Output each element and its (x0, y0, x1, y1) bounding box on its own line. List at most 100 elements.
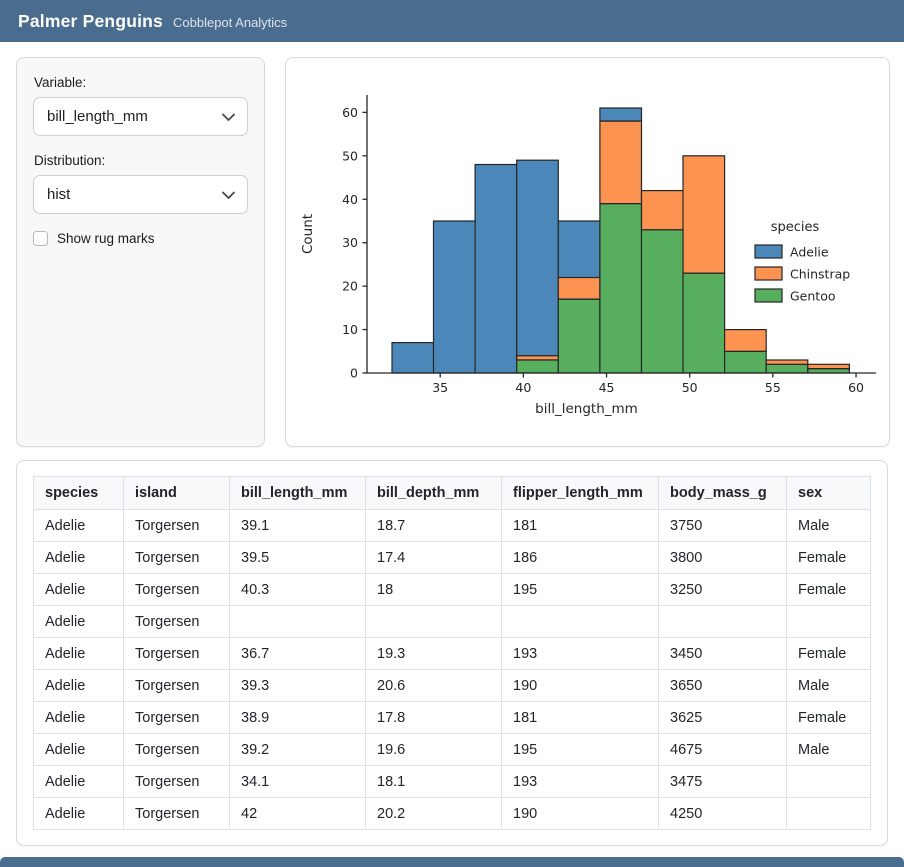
table-cell: 3475 (658, 765, 787, 798)
chevron-down-icon (222, 191, 235, 199)
chart-card: 0 10 20 30 40 50 60 35 40 45 50 55 60 bill_length_mm C… (285, 57, 890, 447)
histogram-bar-adelie (599, 107, 643, 122)
table-cell: 18.1 (365, 765, 502, 798)
table-cell: 20.6 (365, 669, 502, 702)
table-cell: 3625 (658, 701, 787, 734)
table-cell: Torgersen (123, 573, 230, 606)
y-axis-label: Count (300, 214, 316, 254)
histogram-bar-chinstrap (640, 189, 684, 231)
table-row: Adelie Torgersen 40.3 18 195 3250 Female (33, 573, 871, 606)
x-tick-label: 55 (765, 380, 781, 395)
column-header: flipper_length_mm (501, 476, 659, 510)
table-cell: Torgersen (123, 701, 230, 734)
table-cell: Adelie (33, 605, 124, 638)
variable-select[interactable]: bill_length_mm (33, 97, 248, 136)
histogram-bar-adelie (557, 220, 601, 279)
table-cell: Adelie (33, 669, 124, 702)
distribution-select[interactable]: hist (33, 175, 248, 214)
column-header: sex (786, 476, 871, 510)
table-cell: 38.9 (229, 701, 366, 734)
x-tick-label: 60 (848, 380, 864, 395)
table-cell: 18.7 (365, 509, 502, 542)
chevron-down-icon (222, 113, 235, 121)
table-cell: Female (786, 573, 871, 606)
table-cell: 18 (365, 573, 502, 606)
app-subtitle: Cobblepot Analytics (173, 14, 288, 30)
legend-label: Gentoo (790, 289, 836, 304)
rug-checkbox[interactable] (33, 231, 48, 246)
x-tick-label: 50 (682, 380, 698, 395)
table-header-row: species island bill_length_mm bill_depth_mm… (33, 476, 871, 510)
histogram-bar-gentoo (724, 350, 767, 374)
table-cell (786, 797, 871, 830)
histogram-bar-gentoo (640, 229, 684, 374)
histogram-bar-adelie (391, 342, 435, 374)
histogram-bar-adelie (516, 159, 559, 357)
table-cell: Female (786, 637, 871, 670)
histogram-bar-chinstrap (724, 329, 767, 352)
table-row: Adelie Torgersen 36.7 19.3 193 3450 Female (33, 637, 871, 670)
legend-swatch-gentoo (754, 288, 783, 303)
table-cell (658, 605, 787, 638)
column-header: species (33, 476, 124, 510)
histogram-chart: 0 10 20 30 40 50 60 35 40 45 50 55 60 bill_length_mm C… (300, 95, 876, 417)
histogram-bar-chinstrap (807, 363, 850, 370)
legend-swatch-adelie (754, 244, 783, 259)
variable-label: Variable: (34, 75, 87, 90)
table-card: species island bill_length_mm bill_depth_mm… (16, 460, 888, 846)
histogram-bar-gentoo (765, 363, 809, 374)
y-tick-label: 10 (342, 322, 358, 337)
column-header: body_mass_g (658, 476, 787, 510)
table-cell: Adelie (33, 797, 124, 830)
legend-label: Adelie (790, 245, 829, 260)
table-cell: Torgersen (123, 637, 230, 670)
table-cell: 36.7 (229, 637, 366, 670)
table-cell: 181 (501, 701, 659, 734)
x-tick-label: 35 (432, 380, 448, 395)
table-cell: Male (786, 733, 871, 766)
distribution-select-value: hist (47, 186, 71, 203)
table-cell: 39.1 (229, 509, 366, 542)
histogram-bar-gentoo (599, 203, 643, 374)
table-cell: Female (786, 541, 871, 574)
y-tick-label: 30 (342, 235, 358, 250)
table-cell: 195 (501, 573, 659, 606)
table-cell: 39.3 (229, 669, 366, 702)
table-row: Adelie Torgersen 39.2 19.6 195 4675 Male (33, 733, 871, 766)
y-tick-label: 50 (342, 148, 358, 163)
table-row: Adelie Torgersen (33, 605, 871, 638)
table-cell: 19.6 (365, 733, 502, 766)
table-cell: Male (786, 509, 871, 542)
table-cell: Adelie (33, 637, 124, 670)
table-cell: Torgersen (123, 509, 230, 542)
main-content: Variable: bill_length_mm Distribution: h… (0, 42, 904, 857)
table-row: Adelie Torgersen 39.1 18.7 181 3750 Male (33, 509, 871, 542)
table-cell: 40.3 (229, 573, 366, 606)
sidebar-card: Variable: bill_length_mm Distribution: h… (16, 57, 265, 447)
table-cell: 4250 (658, 797, 787, 830)
table-row: Adelie Torgersen 38.9 17.8 181 3625 Female (33, 701, 871, 734)
table-cell: 3750 (658, 509, 787, 542)
table-row: Adelie Torgersen 42 20.2 190 4250 (33, 797, 871, 830)
footer-bar (0, 857, 904, 867)
variable-select-value: bill_length_mm (47, 108, 148, 125)
table-cell: 20.2 (365, 797, 502, 830)
table-cell: Torgersen (123, 797, 230, 830)
histogram-bar-gentoo (557, 298, 601, 374)
column-header: bill_depth_mm (365, 476, 502, 510)
x-tick-label: 45 (599, 380, 615, 395)
table-cell: Adelie (33, 765, 124, 798)
table-cell: 193 (501, 765, 659, 798)
table-cell: 190 (501, 669, 659, 702)
table-cell (501, 605, 659, 638)
app-title: Palmer Penguins (18, 10, 163, 31)
histogram-bar-gentoo (682, 272, 726, 374)
histogram-bar-chinstrap (682, 155, 726, 274)
legend-label: Chinstrap (790, 267, 850, 282)
table-cell: Torgersen (123, 733, 230, 766)
table-cell: 34.1 (229, 765, 366, 798)
table-cell (229, 605, 366, 638)
histogram-bar-gentoo (516, 359, 559, 374)
table-cell: 3450 (658, 637, 787, 670)
y-tick-label: 60 (342, 105, 358, 120)
